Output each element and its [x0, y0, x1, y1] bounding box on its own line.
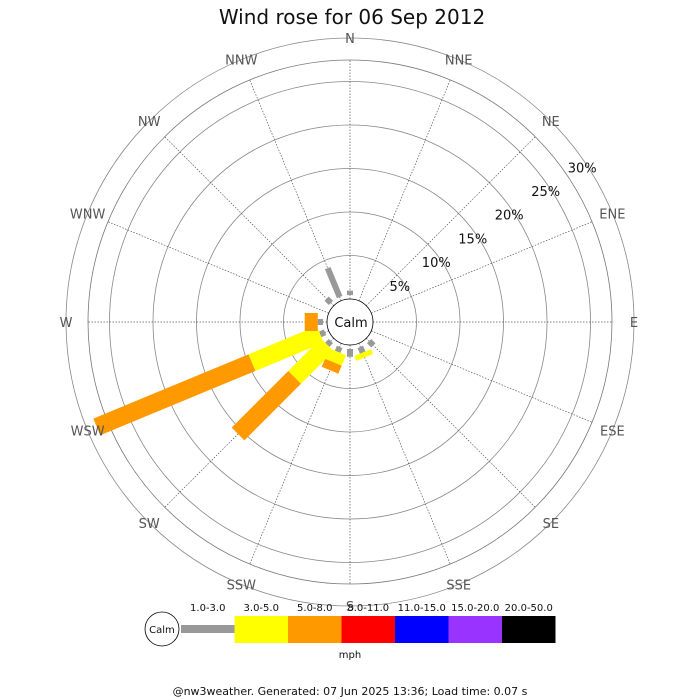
spoke-line: [164, 136, 334, 306]
direction-label: SE: [543, 517, 559, 532]
bar-nw-0: [324, 296, 334, 306]
direction-label: WSW: [71, 425, 105, 440]
direction-label: ENE: [599, 207, 625, 222]
bar-nnw-0: [324, 266, 343, 299]
direction-label: SSW: [227, 578, 257, 593]
percent-labels: 5% 10% 15% 20% 25% 30%: [389, 161, 596, 294]
direction-label: NNE: [445, 54, 473, 69]
direction-label: S: [346, 600, 354, 615]
bar-se-0: [366, 338, 376, 348]
chart-title: Wind rose for 06 Sep 2012: [219, 5, 485, 29]
direction-label: NE: [542, 115, 560, 130]
spoke-line: [249, 79, 342, 301]
calm-label: Calm: [334, 316, 367, 331]
bar-wsw-0: [319, 329, 327, 338]
outer-circle: [87, 59, 613, 585]
percent-label: 30%: [568, 161, 597, 176]
bar-ssw-1: [325, 348, 346, 366]
legend-swatch: [288, 616, 342, 643]
direction-label: SW: [139, 517, 160, 532]
direction-label: W: [60, 316, 73, 331]
percent-label: 15%: [458, 232, 487, 247]
legend-swatch: [502, 616, 556, 643]
footer-text: @nw3weather. Generated: 07 Jun 2025 13:3…: [173, 685, 528, 698]
direction-label: WNW: [70, 207, 106, 222]
legend-swatch: [395, 616, 449, 643]
grid-circle: [65, 37, 635, 607]
bar-wsw-2: [93, 354, 256, 436]
spoke-line: [366, 338, 536, 508]
spoke-line: [107, 221, 329, 314]
legend: Calm 1.0-3.0 3.0-5.0 5.0-8.0 8.0-11.0 11.0-15…: [144, 603, 556, 661]
legend-swatch: [181, 625, 235, 633]
bar-sw-1: [288, 338, 334, 384]
spoke-line: [371, 221, 593, 314]
legend-label: 3.0-5.0: [244, 603, 279, 614]
spoke-line: [366, 136, 536, 306]
bar-sw-2: [231, 371, 301, 441]
direction-label: N: [345, 32, 355, 47]
legend-label: 20.0-50.0: [505, 603, 553, 614]
calm-circle: [326, 298, 374, 346]
legend-swatch: [448, 616, 502, 643]
radial-grid: [65, 37, 635, 607]
bar-sw-0: [325, 338, 334, 347]
bar-sse-1: [354, 349, 373, 361]
direction-label: SSE: [446, 578, 471, 593]
percent-label: 25%: [531, 185, 560, 200]
legend-swatch: [341, 616, 395, 643]
direction-label: ESE: [600, 425, 625, 440]
percent-label: 10%: [422, 256, 451, 271]
percent-label: 20%: [495, 209, 524, 224]
legend-swatch: [234, 616, 288, 643]
legend-calm-circle: [144, 611, 180, 647]
spoke-line: [371, 330, 593, 423]
legend-label: 11.0-15.0: [398, 603, 446, 614]
bar-group: [93, 266, 376, 441]
percent-label: 5%: [389, 280, 410, 295]
direction-label: E: [630, 316, 638, 331]
spoke-line: [358, 343, 451, 565]
legend-label: 1.0-3.0: [190, 603, 225, 614]
bar-wsw-1: [248, 326, 324, 371]
direction-label: NW: [138, 115, 161, 130]
legend-calm-label: Calm: [149, 625, 175, 636]
bar-ssw-0: [334, 345, 343, 353]
direction-label: NNW: [225, 54, 257, 69]
legend-units: mph: [339, 650, 361, 661]
bar-ssw-2: [321, 358, 342, 374]
legend-label: 8.0-11.0: [347, 603, 389, 614]
spoke-line: [358, 79, 451, 301]
direction-labels: N NNE NE ENE E ESE SE SSE S SSW SW WSW W WNW NW NNW: [60, 32, 639, 615]
spoke-line: [249, 343, 342, 565]
legend-label: 15.0-20.0: [451, 603, 499, 614]
bar-sse-0: [357, 345, 366, 354]
legend-label: 5.0-8.0: [297, 603, 332, 614]
